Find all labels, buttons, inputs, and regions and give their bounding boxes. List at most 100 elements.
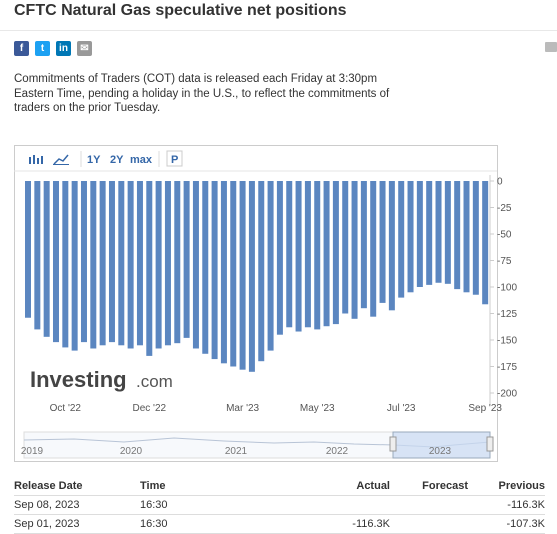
navigator-label: 2022 (326, 446, 349, 457)
y-tick-label: -175 (497, 362, 517, 373)
y-tick-label: -50 (497, 230, 512, 241)
bar (52, 181, 59, 343)
column-header: Release Date (14, 477, 140, 496)
bar (174, 181, 181, 344)
navigator-handle[interactable] (486, 436, 494, 452)
chart: 1Y 2Y max P 0 -25 -50 -75 -100 -125 -150 -175 -2… (14, 145, 517, 462)
bar (314, 181, 321, 330)
bar (323, 181, 330, 327)
table-header: Release Date Time Actual Forecast Previo… (14, 477, 545, 496)
bar (332, 181, 339, 325)
cell: 16:30 (140, 514, 290, 534)
bar (444, 181, 451, 284)
bar (360, 181, 367, 309)
bar (482, 181, 489, 305)
description-line: Eastern Time, pending a holiday in the U… (14, 87, 390, 100)
facebook-share[interactable]: f (14, 41, 29, 56)
table-row: Sep 01, 2023 16:30 -116.3K -107.3K (14, 514, 545, 534)
bar (388, 181, 395, 311)
divider (0, 30, 557, 31)
range-button[interactable]: max (130, 154, 153, 166)
email-share[interactable]: ✉ (77, 41, 92, 56)
column-header: Actual (290, 477, 390, 496)
navigator-labels: 2019 2020 2021 2022 2023 (21, 446, 452, 457)
bar (426, 181, 433, 285)
bar (416, 181, 423, 287)
y-tick-label: -150 (497, 336, 517, 347)
bar (379, 181, 386, 303)
range-button[interactable]: 2Y (110, 154, 124, 166)
table-row: Sep 08, 2023 16:30 -116.3K (14, 495, 545, 515)
cell: -116.3K (468, 495, 545, 515)
x-tick-label: Jul '23 (387, 403, 416, 414)
bar (25, 181, 31, 318)
navigator-selection[interactable] (392, 431, 491, 459)
bar (99, 181, 106, 346)
bar (258, 181, 265, 362)
bar (211, 181, 218, 360)
plot: 0 -25 -50 -75 -100 -125 -150 -175 -200 Oct '22 Dec… (25, 175, 517, 414)
bar (127, 181, 134, 349)
twitter-share[interactable]: t (35, 41, 50, 56)
column-header: Previous (468, 477, 545, 496)
bar (230, 181, 237, 367)
navigator-handle[interactable] (389, 436, 397, 452)
bar (71, 181, 78, 351)
bar (136, 181, 143, 346)
bar (108, 181, 115, 343)
bar (155, 181, 162, 349)
bar (454, 181, 461, 290)
column-header: Forecast (390, 477, 468, 496)
watermark-brand: Investing (30, 367, 127, 392)
y-tick-label: 0 (497, 177, 503, 188)
bar (295, 181, 302, 332)
bar (239, 181, 246, 370)
bar (370, 181, 377, 317)
bar (62, 181, 69, 348)
x-tick-label: Sep '23 (468, 403, 502, 414)
bar (146, 181, 153, 356)
p-button-frame[interactable] (166, 150, 183, 167)
y-tick-label: -25 (497, 203, 512, 214)
x-tick-label: May '23 (300, 403, 335, 414)
bar-chart-button[interactable] (27, 153, 43, 165)
navigator-label: 2021 (225, 446, 248, 457)
cell: Sep 01, 2023 (14, 514, 140, 534)
page-title: CFTC Natural Gas speculative net positio… (14, 2, 347, 19)
linkedin-share[interactable]: in (56, 41, 71, 56)
bar (34, 181, 41, 330)
bar (463, 181, 470, 293)
bar (118, 181, 125, 346)
y-tick-label: -125 (497, 309, 517, 320)
description-line: Commitments of Traders (COT) data is rel… (14, 73, 378, 85)
cell: -107.3K (468, 514, 545, 534)
bar (192, 181, 199, 349)
bar (351, 181, 358, 319)
y-tick-label: -100 (497, 283, 517, 294)
navigator-label: 2023 (429, 446, 452, 457)
cell (390, 514, 468, 534)
line-chart-button[interactable] (53, 154, 69, 165)
range-button[interactable]: P (171, 154, 178, 166)
navigator-label: 2019 (21, 446, 44, 457)
bar (202, 181, 209, 354)
bar (80, 181, 87, 343)
cell (290, 495, 390, 515)
x-tick-label: Dec '22 (132, 403, 166, 414)
bar (267, 181, 274, 351)
bar (435, 181, 442, 283)
bar (43, 181, 50, 337)
cell: 16:30 (140, 495, 290, 515)
print-icon[interactable] (545, 42, 557, 52)
events-table: Release Date Time Actual Forecast Previo… (14, 477, 545, 534)
x-tick-label: Oct '22 (50, 403, 82, 414)
x-tick-label: Mar '23 (226, 403, 259, 414)
bar (342, 181, 349, 314)
column-header: Time (140, 477, 290, 496)
y-tick-label: -200 (497, 389, 517, 400)
cell: -116.3K (290, 514, 390, 534)
bar (286, 181, 293, 328)
watermark-suffix: .com (136, 372, 173, 391)
range-button[interactable]: 1Y (87, 154, 101, 166)
